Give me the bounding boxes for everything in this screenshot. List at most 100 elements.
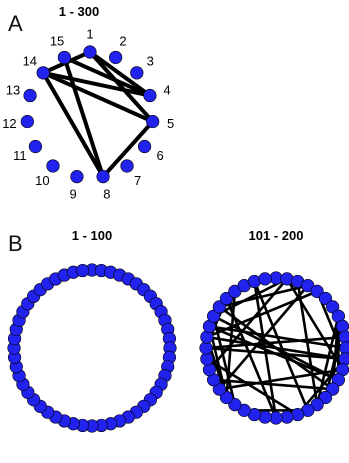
dense-gap-mark [112,395,114,397]
panel-a-edge [88,50,155,124]
panel-a-node [20,114,34,129]
dense-gap-mark [43,371,45,373]
dense-gap-mark [75,354,77,356]
dense-gap-mark [71,405,73,407]
dense-gap-mark [88,356,90,358]
panel-a-edge [62,55,152,98]
dense-gap-mark [74,409,76,411]
dense-gap-mark [147,335,149,337]
dense-gap-mark [60,297,62,299]
dense-gap-mark [73,380,75,382]
sparse-network-edge [225,298,278,419]
dense-gap-mark [112,360,114,362]
panel-a-letter: A [8,11,23,36]
dense-gap-mark [105,327,107,329]
dense-gap-mark [50,331,52,333]
sparse-network-edge [213,315,339,381]
dense-gap-mark [89,340,91,342]
dense-gap-mark [130,312,132,314]
dense-gap-mark [69,325,71,327]
dense-gap-mark [122,377,124,379]
dense-gap-mark [78,326,80,328]
dense-gap-mark [116,351,118,353]
dense-gap-mark [30,337,32,339]
dense-gap-mark [118,373,120,375]
dense-gap-mark [117,299,119,301]
dense-network-node [75,263,90,278]
sparse-network-node [258,272,272,286]
dense-gap-mark [139,307,141,309]
dense-gap-mark [88,349,90,351]
dense-gap-mark [119,317,121,319]
dense-gap-mark [65,319,67,321]
dense-gap-mark [81,297,83,299]
dense-gap-mark [75,333,77,335]
dense-gap-mark [83,391,85,393]
dense-gap-mark [85,410,87,412]
sparse-network-edge [253,280,309,411]
sparse-network-edge [212,315,237,405]
dense-gap-mark [60,344,62,346]
dense-gap-mark [74,373,76,375]
dense-gap-mark [150,333,152,335]
dense-gap-mark [148,353,150,355]
dense-gap-mark [61,353,63,355]
dense-gap-mark [70,301,72,303]
dense-gap-mark [60,320,62,322]
panel-a-edge [41,70,106,179]
dense-gap-mark [122,359,124,361]
dense-gap-mark [136,348,138,350]
dense-gap-mark [88,343,90,345]
panel-b-dense-network [7,263,177,433]
dense-gap-mark [126,294,128,296]
dense-gap-mark [43,320,45,322]
dense-gap-mark [128,387,130,389]
dense-gap-mark [82,333,84,335]
dense-gap-mark [38,348,40,350]
dense-gap-mark [47,390,49,392]
sparse-network-edge [219,284,309,309]
sparse-network-node [338,330,349,344]
sparse-network-edge [213,378,333,391]
dense-gap-mark [37,369,39,371]
sparse-network-edge [205,346,346,361]
dense-gap-mark [95,374,97,376]
dense-gap-mark [82,344,84,346]
dense-gap-mark [97,402,99,404]
dense-gap-mark [38,327,40,329]
dense-gap-mark [44,369,46,371]
dense-gap-mark [155,349,157,351]
panel-b-dense-title: 1 - 100 [72,228,112,243]
dense-gap-mark [118,340,120,342]
dense-gap-mark [49,347,51,349]
dense-gap-mark [35,366,37,368]
dense-gap-mark [106,288,108,290]
dense-gap-mark [34,364,36,366]
dense-gap-mark [145,375,147,377]
dense-gap-mark [132,311,134,313]
dense-gap-mark [128,359,130,361]
dense-gap-mark [69,378,71,380]
dense-gap-mark [129,318,131,320]
dense-gap-mark [127,371,129,373]
dense-gap-mark [60,351,62,353]
dense-gap-mark [69,299,71,301]
dense-gap-mark [132,388,134,390]
dense-gap-mark [119,371,121,373]
panel-a-node [70,170,84,184]
panel-a-node [109,50,123,65]
dense-gap-mark [92,349,94,351]
dense-gap-mark [105,324,107,326]
panel-a-node [146,114,160,129]
sparse-network-edges [204,277,347,419]
dense-gap-mark [119,351,121,353]
dense-gap-mark [124,368,126,370]
dense-gap-mark [128,360,130,362]
dense-gap-mark [105,380,107,382]
panel-a-node [83,45,97,59]
dense-gap-mark [87,303,89,305]
dense-gap-mark [125,336,127,338]
dense-gap-mark [120,376,122,378]
dense-gap-mark [78,334,80,336]
